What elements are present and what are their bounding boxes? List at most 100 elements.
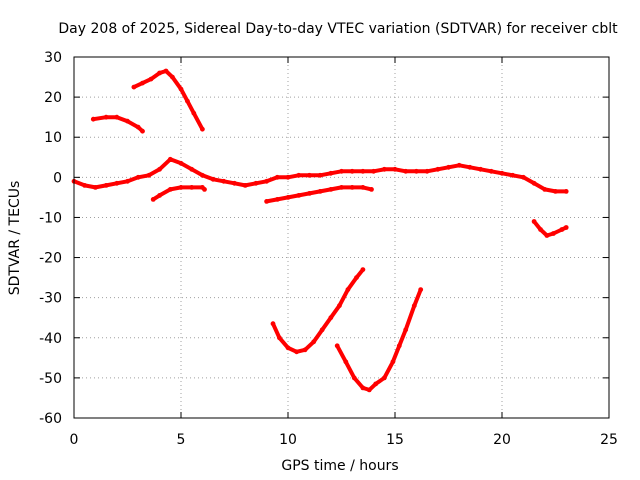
- series-layer: [71, 68, 569, 393]
- chart-title: Day 208 of 2025, Sidereal Day-to-day VTE…: [58, 21, 618, 37]
- data-point: [339, 185, 344, 190]
- data-point: [345, 287, 351, 292]
- data-point: [319, 327, 325, 333]
- data-point: [125, 178, 130, 184]
- data-point: [339, 168, 344, 174]
- data-point: [200, 126, 205, 132]
- y-tick-label: 0: [53, 170, 62, 186]
- data-point: [351, 375, 357, 381]
- data-point: [366, 387, 372, 393]
- data-point: [373, 381, 379, 387]
- y-axis-label: SDTVAR / TECUs: [7, 181, 23, 296]
- data-point: [396, 343, 402, 349]
- data-point: [178, 185, 184, 190]
- data-point: [232, 180, 237, 186]
- data-point: [167, 187, 173, 192]
- data-point: [150, 197, 156, 202]
- data-point: [157, 166, 163, 172]
- data-point: [157, 70, 163, 76]
- data-point: [538, 227, 543, 232]
- data-point: [446, 164, 451, 170]
- data-point: [210, 176, 216, 182]
- data-point: [264, 199, 269, 204]
- data-point: [125, 118, 130, 124]
- data-point: [221, 178, 227, 184]
- data-point: [414, 168, 419, 174]
- data-point: [337, 303, 342, 309]
- data-point: [131, 84, 137, 90]
- data-point: [369, 187, 374, 192]
- x-tick-label: 25: [600, 432, 618, 448]
- y-tick-label: -20: [39, 251, 62, 267]
- data-point: [285, 174, 291, 180]
- series-arc-low-b: [335, 287, 423, 392]
- data-point: [418, 287, 424, 292]
- data-point: [296, 172, 302, 178]
- data-point: [510, 172, 516, 178]
- data-point: [148, 76, 154, 82]
- series-arc-upper-b: [131, 69, 205, 132]
- data-point: [90, 116, 96, 122]
- data-point: [307, 172, 312, 178]
- x-tick-label: 15: [386, 432, 404, 448]
- data-point: [349, 185, 355, 190]
- data-point: [140, 80, 145, 86]
- data-point: [349, 168, 355, 174]
- data-point: [563, 225, 569, 230]
- data-point: [360, 267, 366, 272]
- data-point: [191, 110, 197, 116]
- data-point: [488, 168, 494, 174]
- data-point: [242, 183, 248, 188]
- x-tick-label: 10: [279, 432, 297, 448]
- data-point: [274, 197, 280, 202]
- data-point: [93, 185, 98, 190]
- data-point: [103, 183, 109, 188]
- data-point: [185, 98, 190, 104]
- data-point: [435, 166, 441, 172]
- data-point: [274, 174, 280, 180]
- data-point: [264, 178, 269, 184]
- data-point: [189, 185, 195, 190]
- data-point: [354, 275, 359, 280]
- data-point: [317, 172, 323, 178]
- data-point: [360, 385, 366, 391]
- data-point: [499, 170, 505, 176]
- data-point: [467, 164, 473, 170]
- data-point: [544, 233, 550, 238]
- data-point: [563, 189, 569, 194]
- data-point: [343, 359, 349, 365]
- data-point: [317, 189, 323, 194]
- data-point: [553, 189, 558, 194]
- data-point: [135, 124, 141, 130]
- data-point: [559, 227, 565, 232]
- data-point: [200, 172, 205, 178]
- data-point: [307, 191, 312, 196]
- series-arc-low-a: [271, 267, 365, 354]
- data-point: [531, 180, 537, 186]
- data-point: [270, 321, 276, 327]
- data-point: [311, 339, 317, 345]
- data-point: [360, 168, 366, 174]
- data-point: [202, 187, 207, 192]
- data-point: [403, 168, 409, 174]
- y-tick-label: 30: [44, 50, 62, 66]
- data-point: [103, 114, 109, 120]
- data-point: [253, 180, 259, 186]
- data-point: [135, 174, 141, 180]
- data-point: [285, 195, 291, 200]
- data-point: [381, 375, 387, 381]
- data-point: [403, 327, 409, 333]
- data-point: [328, 170, 334, 176]
- x-tick-label: 0: [70, 432, 79, 448]
- data-point: [381, 166, 387, 172]
- data-point: [551, 231, 556, 236]
- data-point: [114, 180, 120, 186]
- data-point: [285, 345, 291, 351]
- grid: [74, 57, 609, 418]
- data-point: [456, 162, 462, 168]
- data-point: [140, 128, 145, 134]
- data-point: [294, 349, 299, 355]
- y-tick-label: -30: [39, 291, 62, 307]
